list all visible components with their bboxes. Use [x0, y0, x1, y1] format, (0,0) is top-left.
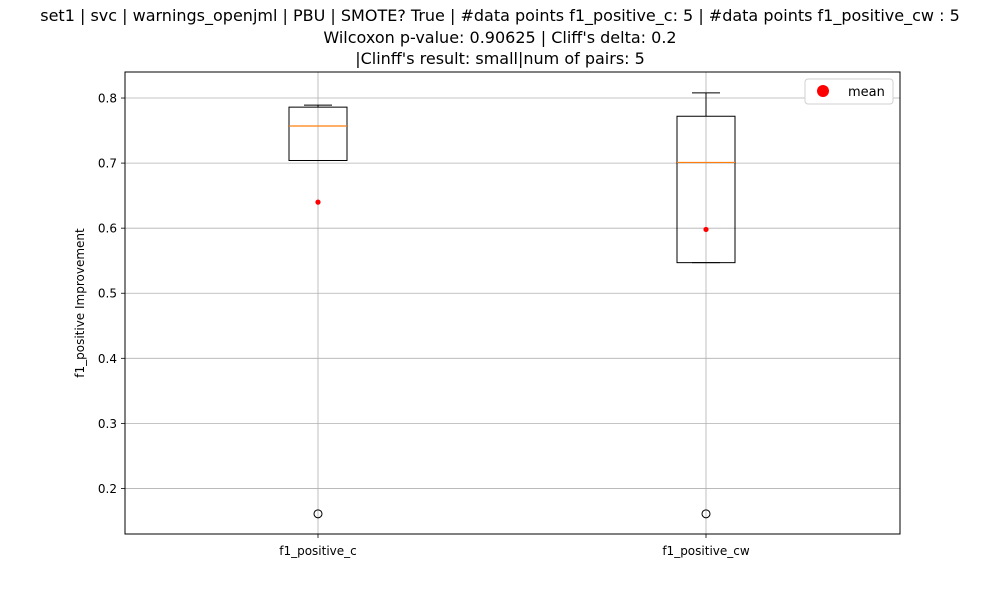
mean-marker — [315, 199, 321, 205]
legend: mean — [804, 78, 894, 105]
axes-frame — [124, 71, 901, 535]
box-f1_positive_cw — [676, 92, 736, 519]
box-layer — [288, 92, 736, 519]
x-tick-label: f1_positive_cw — [662, 544, 750, 558]
legend-mean-marker — [817, 85, 829, 97]
box-body — [676, 115, 736, 264]
box-body — [288, 106, 348, 161]
chart-title-line-2: Wilcoxon p-value: 0.90625 | Cliff's delt… — [323, 28, 677, 47]
y-axis-label: f1_positive Improvement — [73, 228, 87, 378]
y-tick-label: 0.5 — [98, 287, 117, 301]
chart-title-line-1: set1 | svc | warnings_openjml | PBU | SM… — [40, 6, 960, 25]
chart-title-line-3: |Clinff's result: small|num of pairs: 5 — [355, 49, 645, 68]
outlier-point — [701, 509, 711, 519]
y-tick-label: 0.4 — [98, 352, 117, 366]
outlier-point — [313, 509, 323, 519]
y-tick-label: 0.2 — [98, 482, 117, 496]
y-tick-label: 0.8 — [98, 92, 117, 106]
legend-frame — [804, 78, 894, 105]
y-tick-label: 0.3 — [98, 417, 117, 431]
legend-mean-label: mean — [848, 85, 885, 100]
y-tick-label: 0.7 — [98, 157, 117, 171]
y-tick-label: 0.6 — [98, 222, 117, 236]
box-f1_positive_c — [288, 104, 348, 519]
mean-marker — [703, 226, 709, 233]
axis-layer: 0.2 0.3 0.4 0.5 0.6 0.7 0.8 f1_positive_c f1_pos… — [98, 92, 750, 558]
x-tick-label: f1_positive_c — [279, 544, 357, 558]
grid-layer — [125, 72, 900, 534]
